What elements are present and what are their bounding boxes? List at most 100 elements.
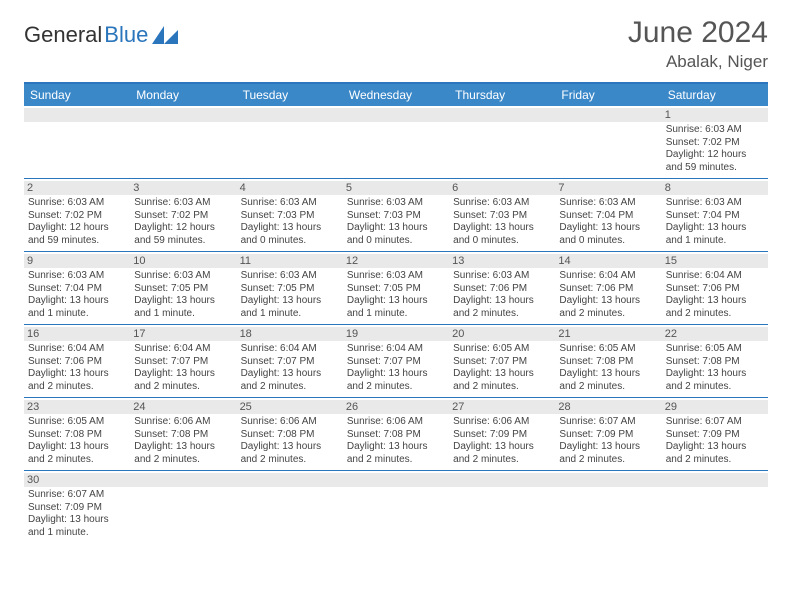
day-info: Sunrise: 6:03 AMSunset: 7:05 PMDaylight:…: [347, 270, 445, 320]
day-cell: [343, 471, 449, 543]
sunset-text: Sunset: 7:07 PM: [134, 356, 232, 369]
sunrise-text: Sunrise: 6:04 AM: [559, 270, 657, 283]
day-cell: 6 Sunrise: 6:03 AMSunset: 7:03 PMDaylight…: [449, 179, 555, 251]
day-cell: 14 Sunrise: 6:04 AMSunset: 7:06 PMDayligh…: [555, 252, 661, 324]
daylight-text: Daylight: 13 hours and 1 minute.: [666, 222, 764, 247]
day-number: [343, 473, 449, 487]
sunrise-text: Sunrise: 6:03 AM: [134, 270, 232, 283]
sunset-text: Sunset: 7:08 PM: [559, 356, 657, 369]
sunrise-text: Sunrise: 6:05 AM: [666, 343, 764, 356]
day-info: Sunrise: 6:03 AMSunset: 7:03 PMDaylight:…: [453, 197, 551, 247]
day-number: 16: [24, 327, 130, 341]
daylight-text: Daylight: 12 hours and 59 minutes.: [666, 149, 764, 174]
sunset-text: Sunset: 7:03 PM: [453, 210, 551, 223]
day-cell: [555, 106, 661, 178]
day-cell: 21Sunrise: 6:05 AMSunset: 7:08 PMDayligh…: [555, 325, 661, 397]
dow-cell: Sunday: [24, 84, 130, 106]
day-info: Sunrise: 6:07 AMSunset: 7:09 PMDaylight:…: [28, 489, 126, 539]
day-number: 23: [24, 400, 130, 414]
day-number: 1: [662, 108, 768, 122]
day-number: 30: [24, 473, 130, 487]
daylight-text: Daylight: 13 hours and 2 minutes.: [559, 441, 657, 466]
day-cell: 5Sunrise: 6:03 AMSunset: 7:03 PMDaylight…: [343, 179, 449, 251]
sunrise-text: Sunrise: 6:06 AM: [241, 416, 339, 429]
sunrise-text: Sunrise: 6:04 AM: [666, 270, 764, 283]
daylight-text: Daylight: 13 hours and 2 minutes.: [134, 368, 232, 393]
sunset-text: Sunset: 7:07 PM: [347, 356, 445, 369]
day-info: Sunrise: 6:05 AMSunset: 7:08 PMDaylight:…: [28, 416, 126, 466]
day-info: Sunrise: 6:04 AMSunset: 7:07 PMDaylight:…: [134, 343, 232, 393]
dow-cell: Wednesday: [343, 84, 449, 106]
sunset-text: Sunset: 7:03 PM: [241, 210, 339, 223]
sunrise-text: Sunrise: 6:03 AM: [559, 197, 657, 210]
day-cell: 1Sunrise: 6:03 AMSunset: 7:02 PMDaylight…: [662, 106, 768, 178]
sunrise-text: Sunrise: 6:04 AM: [134, 343, 232, 356]
daylight-text: Daylight: 13 hours and 2 minutes.: [453, 441, 551, 466]
day-cell: [237, 106, 343, 178]
sunset-text: Sunset: 7:08 PM: [347, 429, 445, 442]
sunset-text: Sunset: 7:06 PM: [453, 283, 551, 296]
day-number: 8: [662, 181, 768, 195]
sunrise-text: Sunrise: 6:06 AM: [453, 416, 551, 429]
day-cell: 29Sunrise: 6:07 AMSunset: 7:09 PMDayligh…: [662, 398, 768, 470]
daylight-text: Daylight: 13 hours and 2 minutes.: [666, 441, 764, 466]
day-number: 15: [662, 254, 768, 268]
day-number: 20: [449, 327, 555, 341]
day-info: Sunrise: 6:03 AMSunset: 7:04 PMDaylight:…: [666, 197, 764, 247]
day-info: Sunrise: 6:04 AMSunset: 7:06 PMDaylight:…: [559, 270, 657, 320]
daylight-text: Daylight: 13 hours and 2 minutes.: [347, 368, 445, 393]
dow-cell: Monday: [130, 84, 236, 106]
day-number: 3: [130, 181, 236, 195]
logo-text-1: General: [24, 22, 102, 48]
sunrise-text: Sunrise: 6:06 AM: [134, 416, 232, 429]
day-number: 24: [130, 400, 236, 414]
daylight-text: Daylight: 13 hours and 2 minutes.: [453, 295, 551, 320]
day-cell: 19Sunrise: 6:04 AMSunset: 7:07 PMDayligh…: [343, 325, 449, 397]
day-number: 14: [555, 254, 661, 268]
day-number: [662, 473, 768, 487]
day-cell: [130, 106, 236, 178]
sunrise-text: Sunrise: 6:03 AM: [28, 270, 126, 283]
day-number: [449, 473, 555, 487]
day-cell: 7Sunrise: 6:03 AMSunset: 7:04 PMDaylight…: [555, 179, 661, 251]
daylight-text: Daylight: 12 hours and 59 minutes.: [134, 222, 232, 247]
day-cell: [449, 106, 555, 178]
day-info: Sunrise: 6:03 AMSunset: 7:02 PMDaylight:…: [134, 197, 232, 247]
day-info: Sunrise: 6:06 AMSunset: 7:08 PMDaylight:…: [347, 416, 445, 466]
week-row: 2Sunrise: 6:03 AMSunset: 7:02 PMDaylight…: [24, 179, 768, 252]
daylight-text: Daylight: 13 hours and 2 minutes.: [559, 295, 657, 320]
location-label: Abalak, Niger: [628, 52, 768, 72]
day-info: Sunrise: 6:03 AMSunset: 7:05 PMDaylight:…: [241, 270, 339, 320]
day-number: 6: [449, 181, 555, 195]
day-cell: [24, 106, 130, 178]
sunset-text: Sunset: 7:09 PM: [28, 502, 126, 515]
day-cell: 27Sunrise: 6:06 AMSunset: 7:09 PMDayligh…: [449, 398, 555, 470]
sunset-text: Sunset: 7:02 PM: [666, 137, 764, 150]
sunset-text: Sunset: 7:08 PM: [134, 429, 232, 442]
week-row: 16 Sunrise: 6:04 AM Sunset: 7:06 PM Dayligh…: [24, 325, 768, 398]
day-cell: 2Sunrise: 6:03 AMSunset: 7:02 PMDaylight…: [24, 179, 130, 251]
day-number: [343, 108, 449, 122]
day-number: 17: [130, 327, 236, 341]
day-info: Sunrise: 6:06 AMSunset: 7:08 PMDaylight:…: [134, 416, 232, 466]
day-cell: 16Sunrise: 6:04 AMSunset: 7:06 PMDayligh…: [24, 325, 130, 397]
day-number: 13: [449, 254, 555, 268]
sunset-text: Sunset: 7:04 PM: [559, 210, 657, 223]
day-number: 25: [237, 400, 343, 414]
day-info: Sunrise: 6:03 AMSunset: 7:04 PMDaylight:…: [559, 197, 657, 247]
daylight-text: Daylight: 13 hours and 1 minute.: [134, 295, 232, 320]
day-number: 5: [343, 181, 449, 195]
week-row: 1Sunrise: 6:03 AMSunset: 7:02 PMDaylight…: [24, 106, 768, 179]
dow-cell: Saturday: [662, 84, 768, 106]
day-number: 4: [237, 181, 343, 195]
week-row: 30 Sunrise: 6:07 AMSunset: 7:09 PMDayligh…: [24, 471, 768, 543]
logo-icon: [152, 26, 178, 44]
day-info: Sunrise: 6:07 AMSunset: 7:09 PMDaylight:…: [559, 416, 657, 466]
sunset-text: Sunset: 7:06 PM: [28, 356, 126, 369]
day-cell: 15Sunrise: 6:04 AMSunset: 7:06 PMDayligh…: [662, 252, 768, 324]
sunset-text: Sunset: 7:04 PM: [28, 283, 126, 296]
day-cell: 25Sunrise: 6:06 AMSunset: 7:08 PMDayligh…: [237, 398, 343, 470]
daylight-text: Daylight: 13 hours and 1 minute.: [241, 295, 339, 320]
day-number: [130, 473, 236, 487]
daylight-text: Daylight: 12 hours and 59 minutes.: [28, 222, 126, 247]
